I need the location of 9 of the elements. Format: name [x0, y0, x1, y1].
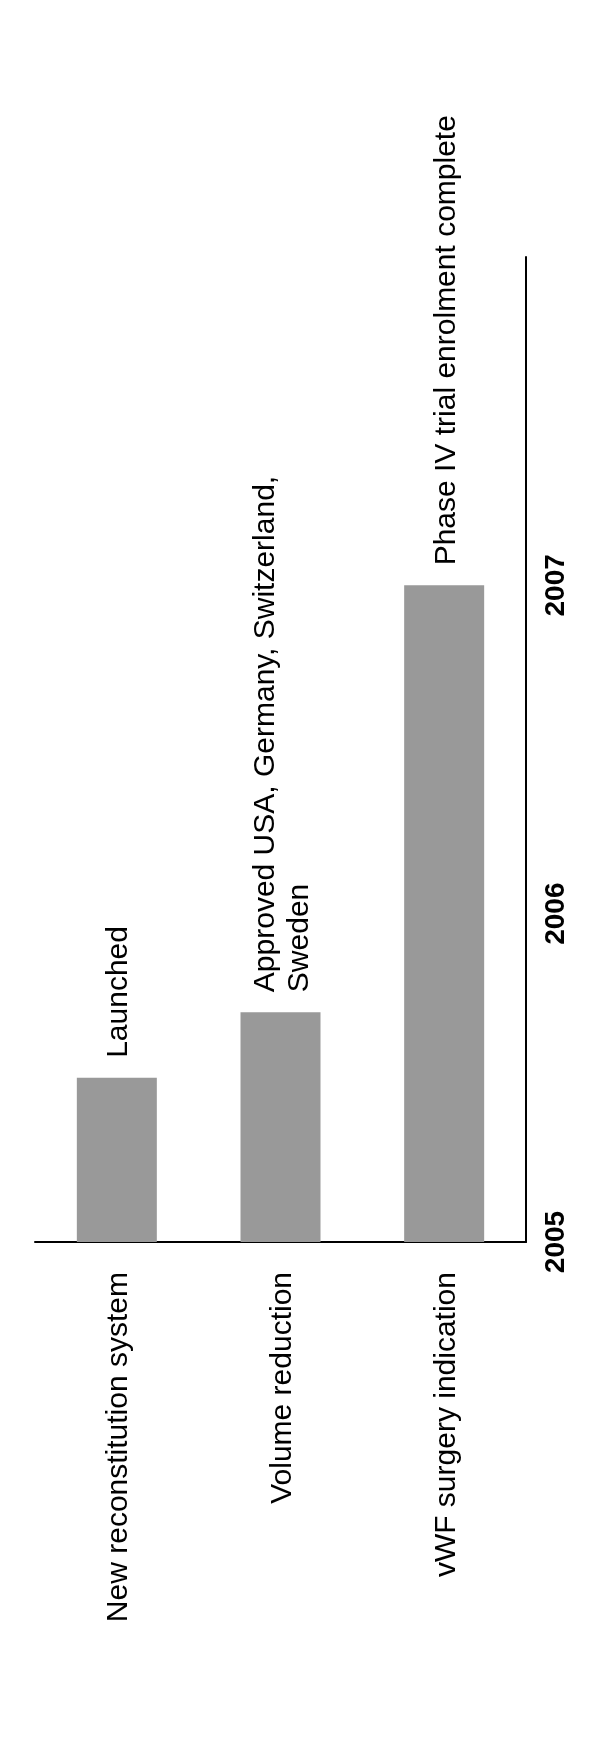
- x-tick-label: Volume reduction: [264, 1272, 297, 1504]
- y-tick-label: 2007: [538, 554, 570, 617]
- x-tick-label: New reconstitution system: [100, 1272, 134, 1623]
- annotation: Launched: [100, 926, 134, 1058]
- y-tick-label: 2005: [538, 1210, 570, 1274]
- y-tick-label: 2006: [538, 882, 570, 945]
- x-tick-label: vWF surgery indication: [427, 1272, 461, 1578]
- annotation: Approved USA, Germany, Switzerland, Sweden: [247, 467, 314, 993]
- annotation: Phase IV trial enrolment complete: [427, 115, 461, 566]
